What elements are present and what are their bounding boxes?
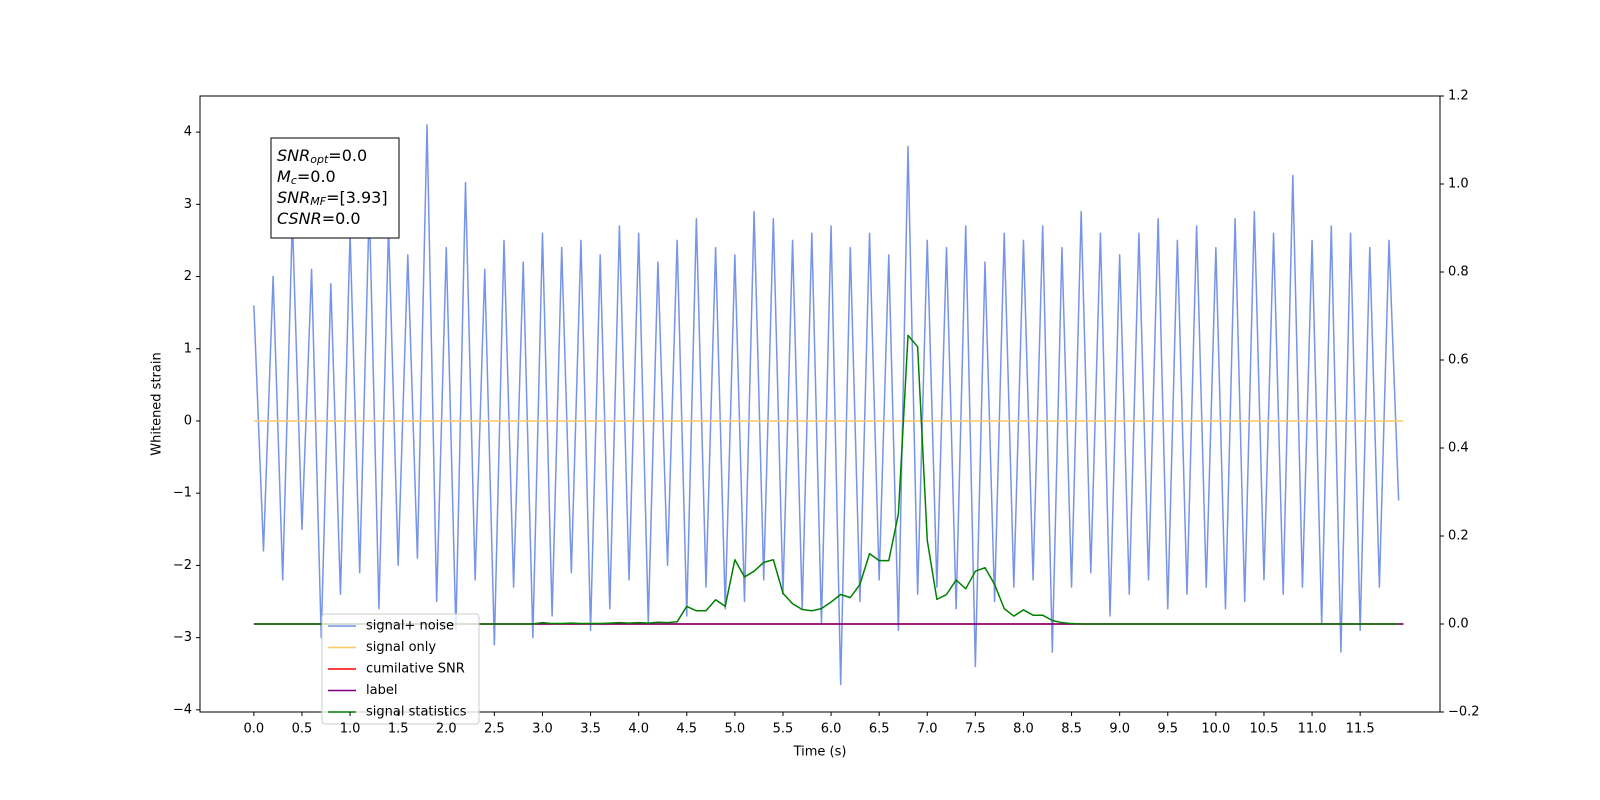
x-tick-label: 4.0 xyxy=(628,722,649,737)
annotation-value: =0.0 xyxy=(322,209,361,228)
annotation-sub: opt xyxy=(310,153,329,166)
annotation-line: CSNR=0.0 xyxy=(277,209,361,228)
y2-tick-label: 0.8 xyxy=(1448,265,1469,280)
x-tick-label: 1.0 xyxy=(340,722,361,737)
annotation-name: SNR xyxy=(277,146,310,165)
annotation-value: =[3.93] xyxy=(326,188,388,207)
axes-frame xyxy=(199,95,1441,713)
x-tick-label: 8.0 xyxy=(1013,722,1034,737)
y2-tick-label: 0.4 xyxy=(1448,441,1469,456)
legend-label: label xyxy=(366,683,397,698)
annotation-value: =0.0 xyxy=(297,167,336,186)
y2-tick-label: 0.6 xyxy=(1448,353,1469,368)
annotation-name: CSNR xyxy=(277,209,322,228)
y-tick-label: −1 xyxy=(173,486,192,501)
y-tick-label: −2 xyxy=(173,558,192,573)
y-tick-label: −4 xyxy=(173,702,192,717)
annotation-frame xyxy=(270,137,400,239)
annotation-name: M xyxy=(277,167,291,186)
y-axis-label: Whitened strain xyxy=(150,352,165,455)
x-tick-label: 4.5 xyxy=(676,722,697,737)
annotation-line: SNRopt=0.0 xyxy=(277,146,367,167)
legend-label: cumilative SNR xyxy=(366,662,465,677)
x-tick-label: 3.0 xyxy=(532,722,553,737)
x-tick-label: 9.0 xyxy=(1109,722,1130,737)
annotation-line: Mc=0.0 xyxy=(277,167,336,188)
x-tick-label: 0.0 xyxy=(244,722,265,737)
y-tick-label: −3 xyxy=(173,630,192,645)
legend-label: signal statistics xyxy=(366,705,467,720)
legend-label: signal+ noise xyxy=(366,619,454,634)
y-tick-label: 4 xyxy=(184,125,192,140)
annotation-sub: c xyxy=(291,174,297,187)
series-line xyxy=(253,124,1400,686)
annotation-sub: MF xyxy=(310,195,326,208)
legend-frame xyxy=(321,613,480,725)
x-tick-label: 11.5 xyxy=(1346,722,1375,737)
legend-label: signal only xyxy=(366,640,436,655)
x-tick-label: 7.5 xyxy=(965,722,986,737)
x-tick-label: 10.5 xyxy=(1249,722,1278,737)
x-axis-label: Time (s) xyxy=(793,745,847,760)
annotation-name: SNR xyxy=(277,188,310,207)
y-tick-label: 2 xyxy=(184,269,192,284)
x-tick-label: 5.0 xyxy=(725,722,746,737)
y-tick-label: 1 xyxy=(184,341,192,356)
legend: signal+ noise signal only cumilative SNR la… xyxy=(321,613,480,725)
y-tick-label: 3 xyxy=(184,197,192,212)
y-tick-label: 0 xyxy=(184,413,192,428)
x-tick-label: 6.0 xyxy=(821,722,842,737)
y2-tick-label: 0.2 xyxy=(1448,529,1469,544)
x-tick-label: 5.5 xyxy=(773,722,794,737)
x-tick-label: 8.5 xyxy=(1061,722,1082,737)
x-tick-label: 11.0 xyxy=(1298,722,1327,737)
x-tick-label: 2.5 xyxy=(484,722,505,737)
annotation-value: =0.0 xyxy=(328,146,367,165)
x-tick-label: 10.0 xyxy=(1201,722,1230,737)
x-tick-label: 0.5 xyxy=(292,722,313,737)
x-tick-label: 3.5 xyxy=(580,722,601,737)
x-tick-label: 2.0 xyxy=(436,722,457,737)
y2-tick-label: −0.2 xyxy=(1448,705,1480,720)
annotation-line: SNRMF=[3.93] xyxy=(277,188,388,209)
y2-tick-label: 1.0 xyxy=(1448,177,1469,192)
y2-tick-label: 0.0 xyxy=(1448,617,1469,632)
y2-tick-label: 1.2 xyxy=(1448,89,1469,104)
x-tick-label: 7.0 xyxy=(917,722,938,737)
x-tick-label: 6.5 xyxy=(869,722,890,737)
x-tick-label: 9.5 xyxy=(1157,722,1178,737)
x-tick-label: 1.5 xyxy=(388,722,409,737)
